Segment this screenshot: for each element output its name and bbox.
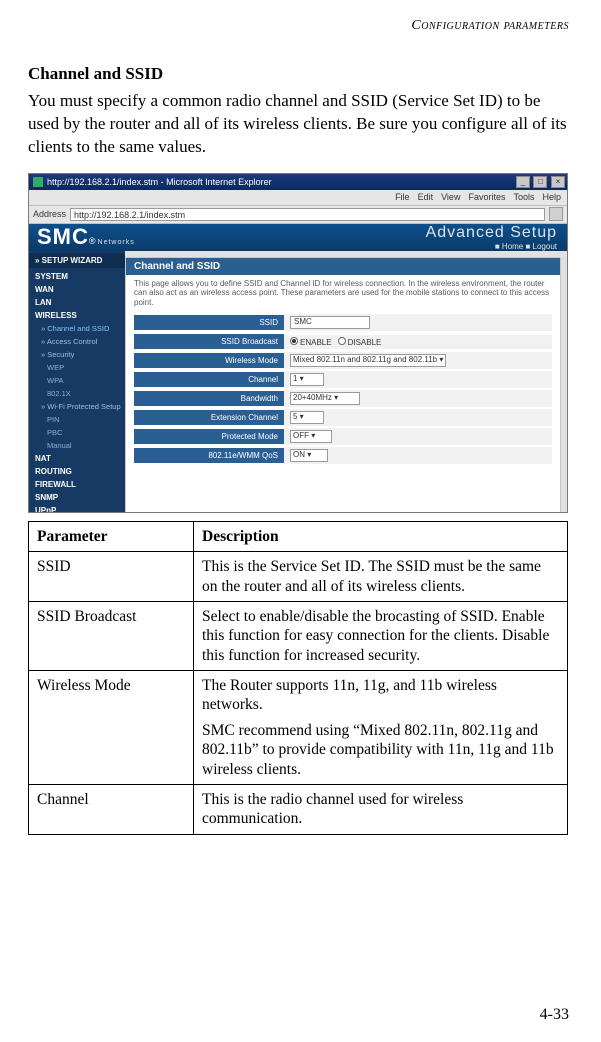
th-parameter: Parameter xyxy=(29,521,194,551)
brand-advanced: Advanced Setup xyxy=(426,224,557,242)
select-protected-mode[interactable]: OFF ▾ xyxy=(290,430,332,443)
select-bandwidth[interactable]: 20+40MHz ▾ xyxy=(290,392,360,405)
sidebar-item[interactable]: NAT xyxy=(29,452,125,465)
param-desc: This is the Service Set ID. The SSID mus… xyxy=(194,552,568,602)
sidebar-item[interactable]: WAN xyxy=(29,283,125,296)
brand-name: SMC xyxy=(37,224,89,250)
param-name: Wireless Mode xyxy=(29,671,194,785)
label-wmm: 802.11e/WMM QoS xyxy=(134,448,284,463)
radio-enable[interactable]: ENABLE xyxy=(290,337,332,347)
menu-file[interactable]: File xyxy=(395,192,410,202)
window-buttons: _ □ × xyxy=(515,176,565,188)
sidebar-item[interactable]: LAN xyxy=(29,296,125,309)
address-input[interactable]: http://192.168.2.1/index.stm xyxy=(70,208,545,221)
sidebar-item[interactable]: PBC xyxy=(29,426,125,439)
minimize-button[interactable]: _ xyxy=(516,176,530,188)
address-label: Address xyxy=(33,209,66,219)
window-title: http://192.168.2.1/index.stm - Microsoft… xyxy=(47,177,272,187)
param-desc: This is the radio channel used for wirel… xyxy=(194,784,568,834)
sidebar-item[interactable]: ROUTING xyxy=(29,465,125,478)
panel-description: This page allows you to define SSID and … xyxy=(134,279,552,308)
label-ssid-broadcast: SSID Broadcast xyxy=(134,334,284,349)
brand-links[interactable]: ■ Home ■ Logout xyxy=(426,242,557,251)
label-protected-mode: Protected Mode xyxy=(134,429,284,444)
setup-wizard-link[interactable]: » SETUP WIZARD xyxy=(29,253,125,268)
param-desc: Select to enable/disable the brocasting … xyxy=(194,601,568,670)
window-titlebar: http://192.168.2.1/index.stm - Microsoft… xyxy=(29,174,567,190)
go-button[interactable] xyxy=(549,207,563,221)
sidebar-item[interactable]: WIRELESS xyxy=(29,309,125,322)
sidebar-item[interactable]: » Security xyxy=(29,348,125,361)
label-channel: Channel xyxy=(134,372,284,387)
section-title: Channel and SSID xyxy=(28,64,569,84)
menu-tools[interactable]: Tools xyxy=(513,192,534,202)
brand-reg: ® xyxy=(89,236,96,246)
address-bar: Address http://192.168.2.1/index.stm xyxy=(29,206,567,224)
param-name: Channel xyxy=(29,784,194,834)
select-ext-channel[interactable]: 5 ▾ xyxy=(290,411,324,424)
panel-title: Channel and SSID xyxy=(126,258,560,275)
label-bandwidth: Bandwidth xyxy=(134,391,284,406)
running-head: Configuration parameters xyxy=(28,18,569,34)
close-button[interactable]: × xyxy=(551,176,565,188)
param-name: SSID Broadcast xyxy=(29,601,194,670)
select-channel[interactable]: 1 ▾ xyxy=(290,373,324,386)
menu-edit[interactable]: Edit xyxy=(418,192,434,202)
select-wireless-mode[interactable]: Mixed 802.11n and 802.11g and 802.11b ▾ xyxy=(290,354,446,367)
menu-favorites[interactable]: Favorites xyxy=(468,192,505,202)
param-desc: The Router supports 11n, 11g, and 11b wi… xyxy=(194,671,568,785)
sidebar-item[interactable]: SNMP xyxy=(29,491,125,504)
sidebar: » SETUP WIZARD SYSTEMWANLANWIRELESS» Cha… xyxy=(29,251,125,513)
sidebar-item[interactable]: » Wi-Fi Protected Setup xyxy=(29,400,125,413)
label-ssid: SSID xyxy=(134,315,284,330)
table-row: Wireless ModeThe Router supports 11n, 11… xyxy=(29,671,568,785)
radio-disable[interactable]: DISABLE xyxy=(338,337,382,347)
sidebar-item[interactable]: WEP xyxy=(29,361,125,374)
section-body: You must specify a common radio channel … xyxy=(28,90,569,159)
table-row: SSIDThis is the Service Set ID. The SSID… xyxy=(29,552,568,602)
sidebar-item[interactable]: UPnP xyxy=(29,504,125,513)
sidebar-item[interactable]: PIN xyxy=(29,413,125,426)
menubar: File Edit View Favorites Tools Help xyxy=(29,190,567,206)
label-ext-channel: Extension Channel xyxy=(134,410,284,425)
th-description: Description xyxy=(194,521,568,551)
form-rows: SSID SMC SSID Broadcast ENABLE DISABLE W… xyxy=(134,314,552,466)
sidebar-item[interactable]: Manual xyxy=(29,439,125,452)
page-number: 4-33 xyxy=(540,1006,569,1024)
table-row: SSID BroadcastSelect to enable/disable t… xyxy=(29,601,568,670)
screenshot-browser-window: http://192.168.2.1/index.stm - Microsoft… xyxy=(28,173,568,513)
menu-help[interactable]: Help xyxy=(542,192,561,202)
table-row: ChannelThis is the radio channel used fo… xyxy=(29,784,568,834)
param-name: SSID xyxy=(29,552,194,602)
sidebar-item[interactable]: » Channel and SSID xyxy=(29,322,125,335)
content-panel: Channel and SSID This page allows you to… xyxy=(125,257,561,513)
input-ssid[interactable]: SMC xyxy=(290,316,370,329)
sidebar-item[interactable]: FIREWALL xyxy=(29,478,125,491)
brand-strip: SMC ® Networks Advanced Setup ■ Home ■ L… xyxy=(29,224,567,251)
parameter-table: Parameter Description SSIDThis is the Se… xyxy=(28,521,568,835)
sidebar-item[interactable]: » Access Control xyxy=(29,335,125,348)
ie-icon xyxy=(33,177,43,187)
sidebar-item[interactable]: SYSTEM xyxy=(29,270,125,283)
brand-sub: Networks xyxy=(98,239,135,246)
select-wmm[interactable]: ON ▾ xyxy=(290,449,328,462)
maximize-button[interactable]: □ xyxy=(533,176,547,188)
menu-view[interactable]: View xyxy=(441,192,460,202)
sidebar-item[interactable]: WPA xyxy=(29,374,125,387)
label-wireless-mode: Wireless Mode xyxy=(134,353,284,368)
sidebar-item[interactable]: 802.1X xyxy=(29,387,125,400)
